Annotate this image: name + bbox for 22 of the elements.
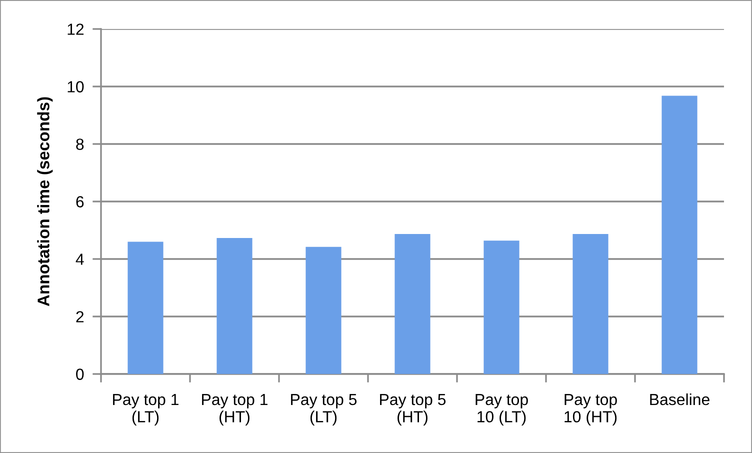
y-tick-label: 2 (76, 311, 84, 322)
x-tick-label: Pay top 1 (LT) (113, 394, 178, 426)
x-tick-label: Pay top 5 (HT) (380, 394, 446, 426)
bar (306, 246, 342, 374)
x-tick-label: Pay top 10 (LT) (476, 394, 528, 426)
y-tick-label: 10 (68, 81, 84, 92)
y-tick-label: 12 (68, 24, 84, 35)
y-axis-title: Annotation time (seconds) (37, 97, 53, 306)
bar (662, 96, 698, 374)
bar (216, 238, 252, 374)
bar (484, 240, 520, 374)
y-tick-label: 4 (76, 254, 84, 265)
x-tick-label: Pay top 1 (HT) (202, 394, 268, 426)
x-tick-label: Pay top 10 (HT) (564, 394, 617, 426)
y-tick-label: 6 (76, 196, 84, 208)
y-tick-label: 0 (76, 368, 84, 380)
x-tick-label: Baseline (650, 393, 710, 406)
x-tick-label: Pay top 5 (LT) (291, 394, 357, 426)
y-tick-label: 8 (76, 138, 84, 150)
bar (128, 242, 164, 374)
bar (394, 234, 430, 374)
bar (572, 234, 608, 374)
